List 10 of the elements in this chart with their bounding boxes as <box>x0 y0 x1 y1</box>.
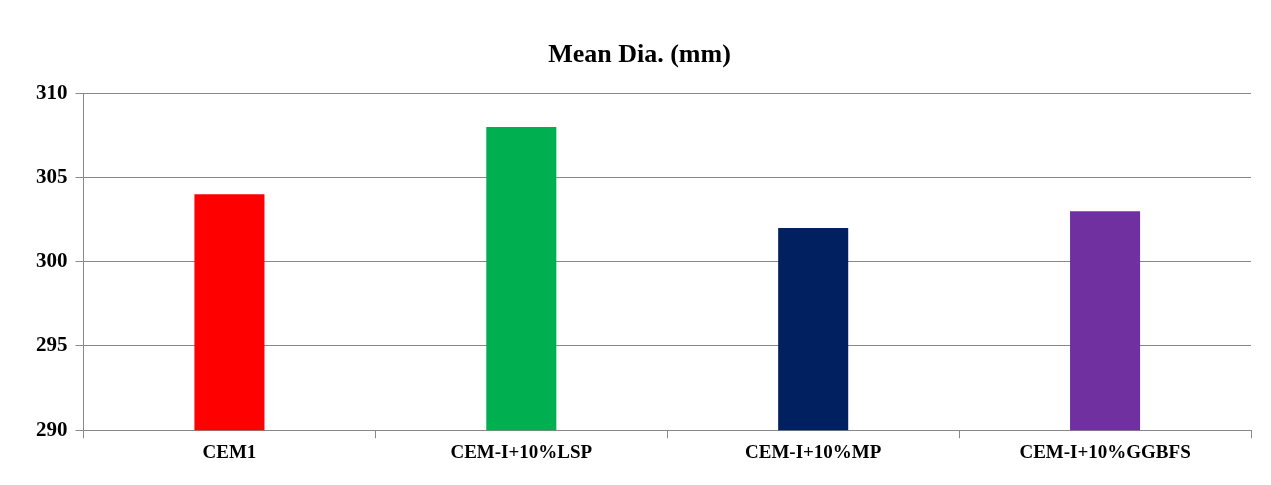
x-tick-label: CEM-I+10%LSP <box>450 440 593 462</box>
y-tick-label: 310 <box>36 79 68 104</box>
y-tick-label: 305 <box>36 163 68 188</box>
x-tick-label: CEM-I+10%GGBFS <box>1019 440 1191 462</box>
x-tick-label: CEM1 <box>202 440 257 462</box>
y-tick-label: 300 <box>36 248 68 273</box>
x-tick-label: CEM-I+10%MP <box>744 440 882 462</box>
y-tick-label: 290 <box>36 416 68 441</box>
chart-title: Mean Dia. (mm) <box>548 39 731 69</box>
y-tick-label: 295 <box>36 332 68 357</box>
